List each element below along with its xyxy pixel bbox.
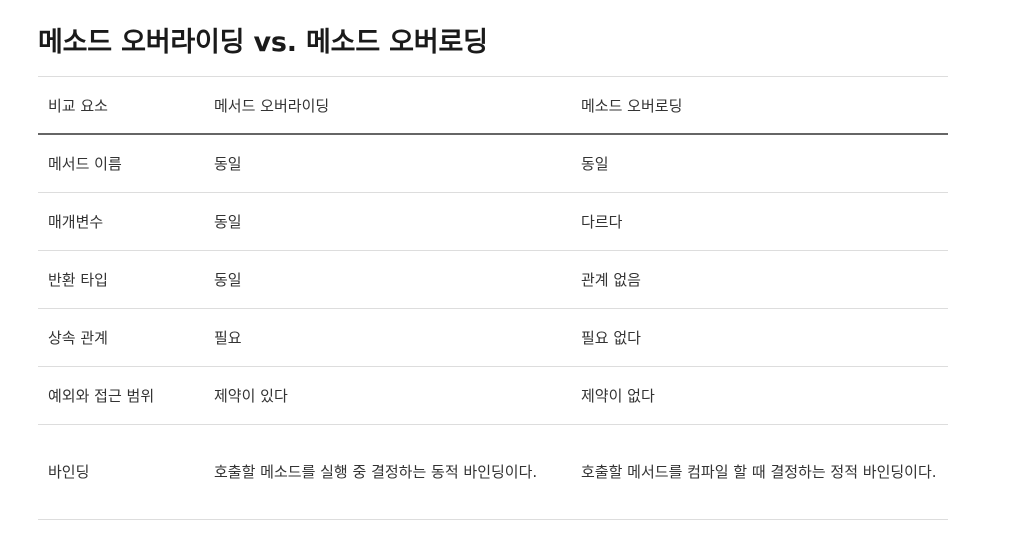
header-overloading: 메소드 오버로딩 bbox=[581, 96, 683, 115]
header-comparison-item: 비교 요소 bbox=[48, 96, 108, 115]
table-header-row: 비교 요소 메서드 오버라이딩 메소드 오버로딩 bbox=[38, 76, 948, 134]
table-row: 메서드 이름 동일 동일 bbox=[38, 134, 948, 193]
table-row: 예외와 접근 범위 제약이 있다 제약이 없다 bbox=[38, 367, 948, 425]
row-label: 상속 관계 bbox=[48, 328, 108, 347]
row-label: 바인딩 bbox=[48, 463, 90, 481]
overloading-cell: 제약이 없다 bbox=[581, 386, 655, 405]
overriding-cell: 필요 bbox=[214, 328, 242, 347]
comparison-table: 비교 요소 메서드 오버라이딩 메소드 오버로딩 메서드 이름 동일 동일 매개… bbox=[38, 76, 948, 520]
row-label: 반환 타입 bbox=[48, 270, 108, 289]
overriding-cell: 제약이 있다 bbox=[214, 386, 288, 405]
overloading-cell: 필요 없다 bbox=[581, 328, 641, 347]
table-row: 상속 관계 필요 필요 없다 bbox=[38, 309, 948, 367]
overriding-cell: 동일 bbox=[214, 212, 242, 231]
row-label: 매개변수 bbox=[48, 212, 104, 231]
overloading-cell: 동일 bbox=[581, 154, 609, 173]
table-row: 반환 타입 동일 관계 없음 bbox=[38, 251, 948, 309]
table-row: 매개변수 동일 다르다 bbox=[38, 193, 948, 251]
overriding-cell: 동일 bbox=[214, 270, 242, 289]
overriding-cell: 동일 bbox=[214, 154, 242, 173]
header-overriding: 메서드 오버라이딩 bbox=[214, 96, 330, 115]
row-label: 메서드 이름 bbox=[48, 154, 122, 173]
overloading-cell: 호출할 메서드를 컴파일 할 때 결정하는 정적 바인딩이다. bbox=[581, 463, 937, 481]
overloading-cell: 다르다 bbox=[581, 212, 623, 231]
overloading-cell: 관계 없음 bbox=[581, 270, 641, 289]
page-title: 메소드 오버라이딩 vs. 메소드 오버로딩 bbox=[38, 27, 488, 58]
overriding-cell: 호출할 메소드를 실행 중 결정하는 동적 바인딩이다. bbox=[214, 463, 538, 481]
row-label: 예외와 접근 범위 bbox=[48, 386, 155, 405]
table-row: 바인딩 호출할 메소드를 실행 중 결정하는 동적 바인딩이다. 호출할 메서드… bbox=[38, 425, 948, 520]
